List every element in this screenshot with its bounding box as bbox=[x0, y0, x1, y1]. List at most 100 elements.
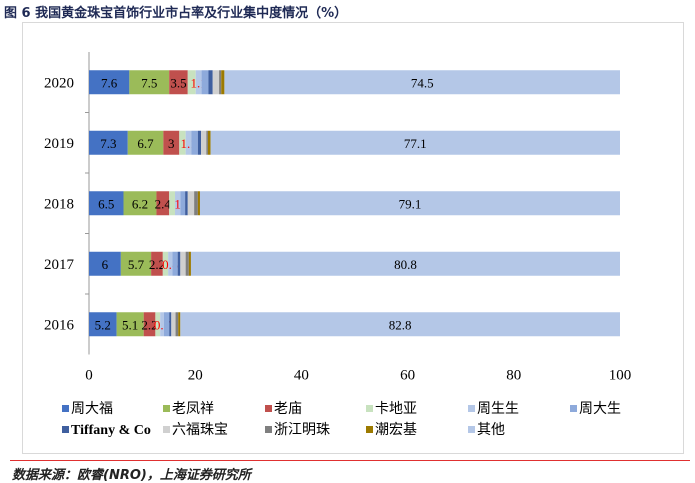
legend-swatch bbox=[366, 405, 373, 412]
bar-segment bbox=[156, 191, 170, 216]
bar-segment bbox=[199, 191, 620, 216]
bar-segment bbox=[210, 130, 620, 155]
legend-label: 浙江明珠 bbox=[274, 422, 330, 438]
bar-segment bbox=[187, 70, 196, 95]
data-label: 5.7 bbox=[128, 257, 145, 272]
legend-label: 老庙 bbox=[274, 401, 302, 417]
chart-frame bbox=[22, 22, 684, 454]
bar-segment bbox=[163, 312, 170, 337]
bar-segment bbox=[116, 312, 144, 337]
bar-segment bbox=[195, 70, 202, 95]
bar-segment bbox=[208, 70, 213, 95]
bar-segment bbox=[160, 312, 164, 337]
data-label: 5.2 bbox=[95, 317, 111, 332]
data-label: 3 bbox=[168, 136, 175, 151]
legend-label: 其他 bbox=[477, 422, 505, 438]
legend-swatch bbox=[265, 426, 272, 433]
bar-segment bbox=[187, 191, 195, 216]
figure-title: 图 6 我国黄金珠宝首饰行业市占率及行业集中度情况（%） bbox=[4, 6, 348, 21]
bar-segment bbox=[127, 130, 164, 155]
x-tick-label: 100 bbox=[609, 368, 632, 384]
data-label: 6 bbox=[102, 257, 109, 272]
bar-segment bbox=[212, 70, 220, 95]
legend-label: 六福珠宝 bbox=[172, 422, 228, 438]
bar-segment bbox=[168, 251, 173, 276]
data-label: 79.1 bbox=[399, 196, 422, 211]
x-tick-label: 20 bbox=[188, 368, 203, 384]
data-label: 1 bbox=[174, 196, 181, 211]
bar-segment bbox=[89, 191, 124, 216]
legend-swatch bbox=[62, 426, 69, 433]
legend-swatch bbox=[62, 405, 69, 412]
data-label: 2.4 bbox=[155, 196, 172, 211]
legend-label: Tiffany & Co bbox=[71, 423, 151, 438]
divider bbox=[10, 460, 690, 461]
bar-segment bbox=[162, 251, 169, 276]
x-tick-label: 80 bbox=[506, 368, 521, 384]
legend-swatch bbox=[163, 426, 170, 433]
legend-label: 周生生 bbox=[477, 401, 519, 417]
data-label: 2.2 bbox=[149, 257, 165, 272]
bar-segment bbox=[180, 191, 186, 216]
data-label: 82.8 bbox=[389, 317, 412, 332]
bar-segment bbox=[89, 70, 130, 95]
bar-segment bbox=[180, 312, 620, 337]
bar-segment bbox=[191, 130, 198, 155]
bar-segment bbox=[129, 70, 170, 95]
bar-segment bbox=[201, 70, 209, 95]
legend-swatch bbox=[163, 405, 170, 412]
bar-segment bbox=[207, 130, 211, 155]
y-tick-label: 2019 bbox=[44, 136, 74, 152]
bar-segment bbox=[169, 70, 188, 95]
bar-segment bbox=[185, 191, 188, 216]
legend-swatch bbox=[570, 405, 577, 412]
bar-segment bbox=[221, 70, 225, 95]
legend-swatch bbox=[265, 405, 272, 412]
bar-segment bbox=[188, 251, 191, 276]
bar-segment bbox=[169, 312, 172, 337]
data-label: 7.5 bbox=[141, 75, 157, 90]
bar-segment bbox=[120, 251, 152, 276]
x-tick-label: 0 bbox=[85, 368, 93, 384]
x-tick-label: 40 bbox=[294, 368, 309, 384]
bar-segment bbox=[169, 191, 176, 216]
bar-segment bbox=[151, 251, 163, 276]
data-label: 5.1 bbox=[122, 317, 138, 332]
bar-segment bbox=[172, 251, 178, 276]
bar-segment bbox=[180, 251, 186, 276]
bar-segment bbox=[179, 130, 186, 155]
data-label: 74.5 bbox=[411, 75, 434, 90]
bar-segment bbox=[175, 312, 179, 337]
legend-label: 卡地亚 bbox=[375, 401, 417, 417]
bar-segment bbox=[89, 130, 128, 155]
bar-segment bbox=[89, 312, 117, 337]
bar-segment bbox=[177, 251, 181, 276]
bar-segment bbox=[201, 130, 207, 155]
data-label: 3.5 bbox=[170, 75, 186, 90]
bar-segment bbox=[155, 312, 161, 337]
bar-segment bbox=[197, 130, 202, 155]
legend-swatch bbox=[366, 426, 373, 433]
bar-segment bbox=[175, 191, 181, 216]
legend-swatch bbox=[468, 426, 475, 433]
bar-segment bbox=[206, 130, 208, 155]
data-label: 80.8 bbox=[394, 257, 417, 272]
y-tick-label: 2017 bbox=[44, 257, 75, 273]
bar-segment bbox=[89, 251, 121, 276]
bar-segment bbox=[178, 312, 181, 337]
legend-label: 老凤祥 bbox=[172, 401, 214, 417]
y-tick-label: 2018 bbox=[44, 196, 74, 212]
x-tick-label: 60 bbox=[400, 368, 415, 384]
bar-segment bbox=[171, 312, 176, 337]
data-label: 6.7 bbox=[137, 136, 154, 151]
data-label: 7.6 bbox=[101, 75, 118, 90]
bar-segment bbox=[143, 312, 156, 337]
data-label: 6.5 bbox=[98, 196, 114, 211]
data-label: 7.3 bbox=[100, 136, 116, 151]
y-tick-label: 2016 bbox=[44, 317, 75, 333]
data-label: 2.2 bbox=[141, 317, 157, 332]
bar-segment bbox=[194, 191, 198, 216]
legend-swatch bbox=[468, 405, 475, 412]
data-label: 77.1 bbox=[404, 136, 427, 151]
